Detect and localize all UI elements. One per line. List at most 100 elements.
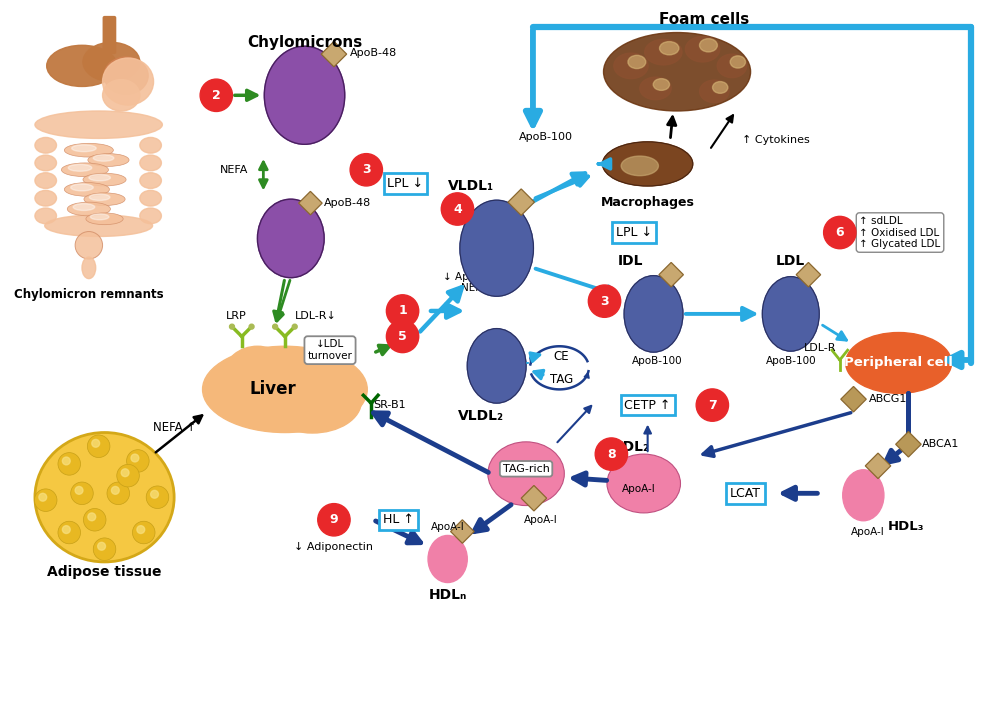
Ellipse shape [730, 56, 745, 68]
Ellipse shape [264, 46, 345, 144]
Ellipse shape [645, 39, 682, 65]
Ellipse shape [89, 194, 110, 200]
Ellipse shape [35, 208, 56, 224]
Text: 5: 5 [398, 330, 407, 343]
Text: HDL₃: HDL₃ [888, 520, 924, 533]
Text: NEFA: NEFA [220, 165, 249, 174]
Text: ApoA-I: ApoA-I [431, 522, 465, 531]
Ellipse shape [84, 193, 125, 205]
Circle shape [107, 482, 130, 505]
Polygon shape [508, 189, 534, 215]
Ellipse shape [488, 442, 564, 505]
Circle shape [93, 538, 116, 561]
Text: ApoB-100: ApoB-100 [765, 356, 816, 366]
Circle shape [88, 513, 96, 521]
Text: LDL: LDL [776, 254, 805, 268]
Text: HDLₙ: HDLₙ [428, 589, 467, 602]
Text: Chylomicrons: Chylomicrons [247, 35, 362, 50]
Ellipse shape [82, 257, 96, 279]
Text: ↑ sdLDL
↑ Oxidised LDL
↑ Glycated LDL: ↑ sdLDL ↑ Oxidised LDL ↑ Glycated LDL [859, 216, 941, 249]
Text: Adipose tissue: Adipose tissue [47, 565, 162, 579]
Text: CETP ↑: CETP ↑ [624, 398, 671, 411]
Text: LRP: LRP [226, 311, 246, 321]
Ellipse shape [45, 215, 153, 236]
Ellipse shape [640, 77, 671, 100]
Text: Foam cells: Foam cells [659, 11, 750, 27]
Ellipse shape [299, 360, 353, 404]
Ellipse shape [700, 39, 717, 52]
Ellipse shape [428, 536, 467, 582]
Text: ApoA-I: ApoA-I [622, 485, 656, 495]
Polygon shape [865, 453, 891, 479]
Text: 9: 9 [330, 513, 338, 526]
Ellipse shape [35, 432, 174, 562]
Text: LDL-R↓: LDL-R↓ [295, 311, 337, 321]
Ellipse shape [89, 174, 110, 181]
Text: ApoB-100: ApoB-100 [632, 356, 683, 366]
Ellipse shape [603, 142, 693, 186]
Polygon shape [521, 485, 547, 511]
Circle shape [588, 285, 621, 317]
Text: 3: 3 [362, 163, 371, 177]
Ellipse shape [93, 155, 114, 162]
Text: TAG: TAG [550, 373, 573, 386]
Circle shape [146, 486, 169, 508]
Text: LDL-R: LDL-R [804, 343, 837, 353]
Ellipse shape [61, 163, 108, 177]
Circle shape [34, 489, 57, 511]
Polygon shape [841, 386, 866, 412]
Text: ApoB-100: ApoB-100 [519, 132, 573, 142]
Circle shape [386, 295, 419, 327]
Text: Chylomicron remnants: Chylomicron remnants [14, 288, 164, 301]
Ellipse shape [68, 164, 92, 172]
Circle shape [292, 325, 297, 329]
Circle shape [121, 469, 129, 477]
Text: HL ↑: HL ↑ [383, 513, 414, 526]
Circle shape [39, 493, 47, 501]
Ellipse shape [843, 470, 884, 521]
Text: Macrophages: Macrophages [601, 196, 695, 209]
Ellipse shape [73, 204, 95, 210]
Circle shape [824, 216, 856, 248]
Circle shape [318, 503, 350, 536]
Ellipse shape [140, 137, 161, 153]
Ellipse shape [47, 45, 117, 86]
Ellipse shape [35, 173, 56, 188]
Ellipse shape [88, 154, 129, 167]
Ellipse shape [90, 214, 109, 220]
Ellipse shape [140, 173, 161, 188]
Ellipse shape [140, 190, 161, 206]
Circle shape [62, 526, 70, 533]
Text: ABCA1: ABCA1 [922, 439, 960, 449]
Ellipse shape [614, 53, 648, 78]
Ellipse shape [660, 42, 679, 55]
Circle shape [71, 482, 93, 505]
Text: 1: 1 [398, 304, 407, 317]
Circle shape [230, 325, 234, 329]
Text: 3: 3 [600, 294, 609, 307]
Text: ApoB-48: ApoB-48 [350, 48, 397, 58]
Circle shape [62, 457, 70, 465]
Ellipse shape [140, 155, 161, 171]
Circle shape [98, 542, 106, 550]
Ellipse shape [35, 155, 56, 171]
Ellipse shape [624, 276, 683, 352]
Ellipse shape [607, 454, 680, 513]
Circle shape [75, 487, 83, 494]
Ellipse shape [35, 137, 56, 153]
Circle shape [132, 521, 155, 544]
Ellipse shape [604, 32, 751, 111]
Text: LPL ↓: LPL ↓ [616, 226, 652, 239]
Ellipse shape [83, 173, 126, 186]
Text: CE: CE [554, 350, 569, 363]
Circle shape [386, 320, 419, 353]
Circle shape [200, 79, 232, 111]
Ellipse shape [467, 329, 526, 403]
FancyBboxPatch shape [103, 16, 116, 54]
Text: ↓ ApoB-100
NEFA: ↓ ApoB-100 NEFA [443, 271, 505, 294]
Circle shape [131, 454, 139, 462]
Text: VLDL₂: VLDL₂ [458, 409, 504, 423]
Ellipse shape [257, 199, 324, 278]
Text: ApoB-48: ApoB-48 [324, 198, 371, 208]
Ellipse shape [72, 145, 96, 151]
